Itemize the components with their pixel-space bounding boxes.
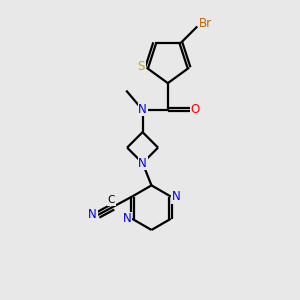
Text: S: S bbox=[138, 60, 145, 73]
Text: N: N bbox=[138, 157, 147, 169]
Text: N: N bbox=[88, 208, 97, 221]
Text: N: N bbox=[122, 212, 131, 225]
Text: C: C bbox=[108, 195, 115, 206]
Text: N: N bbox=[138, 103, 147, 116]
Text: Br: Br bbox=[199, 17, 212, 30]
Text: O: O bbox=[191, 103, 200, 116]
Text: N: N bbox=[172, 190, 181, 203]
